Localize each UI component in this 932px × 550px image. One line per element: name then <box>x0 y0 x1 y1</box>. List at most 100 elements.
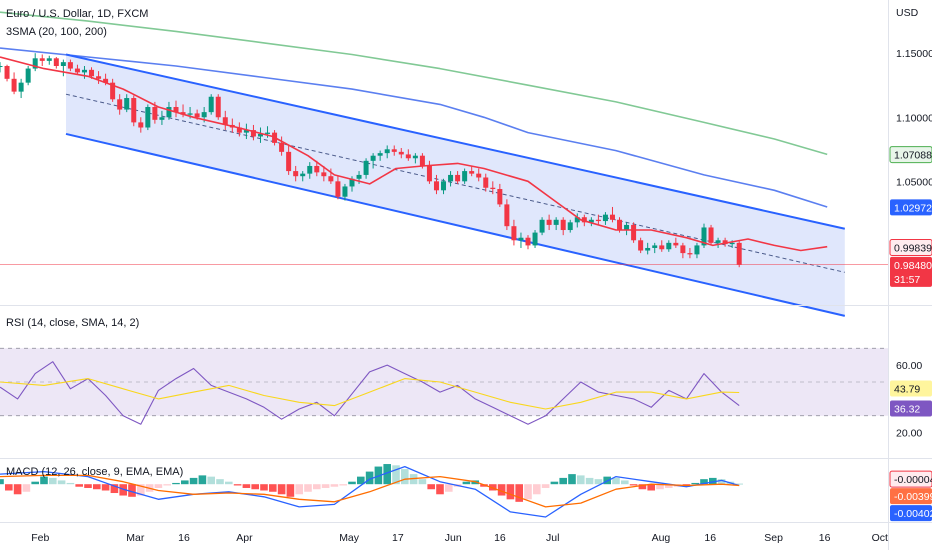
candle-body <box>652 245 657 248</box>
time-tick-label: Sep <box>764 532 783 544</box>
macd-histogram-bar <box>278 484 286 494</box>
candle-body <box>526 238 531 246</box>
candle-body <box>5 66 10 79</box>
macd-histogram-bar <box>102 484 110 490</box>
candle-body <box>645 248 650 251</box>
time-axis[interactable]: Feb Mar 16 Apr May 17 Jun 16 Jul Aug 16 Sep 16 Oct <box>31 532 888 544</box>
macd-legend: MACD (12, 26, close, 9, EMA, EMA) <box>6 466 183 478</box>
currency-label: USD <box>896 7 919 19</box>
macd-histogram-bar <box>463 482 471 485</box>
candle-body <box>335 181 340 196</box>
candle-body <box>117 99 122 109</box>
macd-histogram-bar <box>199 475 207 484</box>
macd-histogram-bar <box>612 478 620 484</box>
rsi-signal-tag: 43.79 <box>894 383 920 395</box>
macd-histogram-bar <box>225 482 233 485</box>
candle-body <box>216 97 221 118</box>
candle-body <box>666 243 671 249</box>
candle-body <box>504 204 509 226</box>
candle-body <box>540 220 545 233</box>
macd-signal-tag: -0.00399 <box>894 491 932 503</box>
candle-body <box>617 220 622 230</box>
candle-body <box>434 181 439 190</box>
candle-body <box>12 79 17 92</box>
candle-body <box>321 172 326 176</box>
candle-body <box>138 122 143 127</box>
candle-body <box>61 62 66 66</box>
candle-body <box>364 161 369 175</box>
macd-histogram-bar <box>401 469 409 484</box>
candle-body <box>709 227 714 242</box>
time-tick-label: Jun <box>445 532 462 544</box>
candle-body <box>399 152 404 155</box>
candle-body <box>441 181 446 190</box>
candle-body <box>385 149 390 153</box>
candle-body <box>610 215 615 220</box>
candle-body <box>694 245 699 254</box>
rsi-pane[interactable] <box>0 348 888 424</box>
price-tags: 1.07088 1.02972 0.99839 0.98480 31:57 43.79 36… <box>890 147 932 522</box>
candle-body <box>378 153 383 156</box>
candle-body <box>96 76 101 79</box>
candle-body <box>19 83 24 92</box>
candle-body <box>687 253 692 254</box>
sma-200-tag: 1.07088 <box>894 150 932 162</box>
candle-body <box>413 156 418 159</box>
countdown-timer: 31:57 <box>894 274 920 286</box>
candle-body <box>455 175 460 181</box>
candle-body <box>730 243 735 244</box>
macd-histogram-bar <box>5 484 13 490</box>
price-pane[interactable] <box>0 0 888 316</box>
candle-body <box>75 69 80 73</box>
time-tick-label: Mar <box>126 532 145 544</box>
macd-histogram-bar <box>49 478 57 484</box>
time-tick-label: 16 <box>819 532 831 544</box>
macd-histogram-bar <box>295 484 303 494</box>
candle-body <box>371 156 376 161</box>
candle-body <box>406 154 411 158</box>
candle-body <box>462 171 467 181</box>
candle-body <box>124 98 129 110</box>
candle-body <box>342 186 347 196</box>
candle-body <box>596 220 601 221</box>
last-price-tag: 0.98480 <box>894 260 932 272</box>
macd-histogram-bar <box>23 484 31 492</box>
candle-body <box>82 70 87 73</box>
candle-body <box>328 176 333 181</box>
price-axis[interactable]: USD 1.15000 1.10000 1.05000 60.00 20.00 1.07… <box>890 7 932 521</box>
candle-body <box>166 107 171 117</box>
time-tick-label: 16 <box>494 532 506 544</box>
candle-body <box>737 243 742 265</box>
macd-histogram-bar <box>331 484 339 487</box>
macd-histogram-bar <box>84 484 92 488</box>
macd-histogram-bar <box>339 484 347 485</box>
candle-body <box>300 174 305 177</box>
candle-body <box>89 70 94 76</box>
candle-body <box>483 177 488 187</box>
macd-histogram-bar <box>445 484 453 492</box>
rsi-legend: RSI (14, close, SMA, 14, 2) <box>6 317 139 329</box>
macd-histogram-bar <box>586 478 594 484</box>
candle-body <box>716 240 721 243</box>
macd-line-tag: -0.00402 <box>894 508 932 520</box>
candle-body <box>0 66 3 67</box>
macd-histogram-bar <box>14 484 22 494</box>
macd-histogram-bar <box>67 483 75 484</box>
candle-body <box>202 112 207 117</box>
macd-histogram-bar <box>58 480 66 484</box>
candle-body <box>427 166 432 181</box>
candle-body <box>286 152 291 171</box>
macd-histogram-bar <box>234 484 242 485</box>
candle-body <box>547 220 552 225</box>
time-tick-label: 17 <box>392 532 404 544</box>
macd-histogram-bar <box>243 484 251 488</box>
macd-histogram-tag: -0.00004 <box>894 474 932 486</box>
candle-body <box>152 107 157 120</box>
macd-histogram-bar <box>533 484 541 494</box>
candle-body <box>659 245 664 249</box>
macd-histogram-bar <box>287 484 295 497</box>
sma-20-tag: 0.99839 <box>894 242 932 254</box>
macd-histogram-bar <box>155 484 163 488</box>
candle-body <box>511 226 516 240</box>
